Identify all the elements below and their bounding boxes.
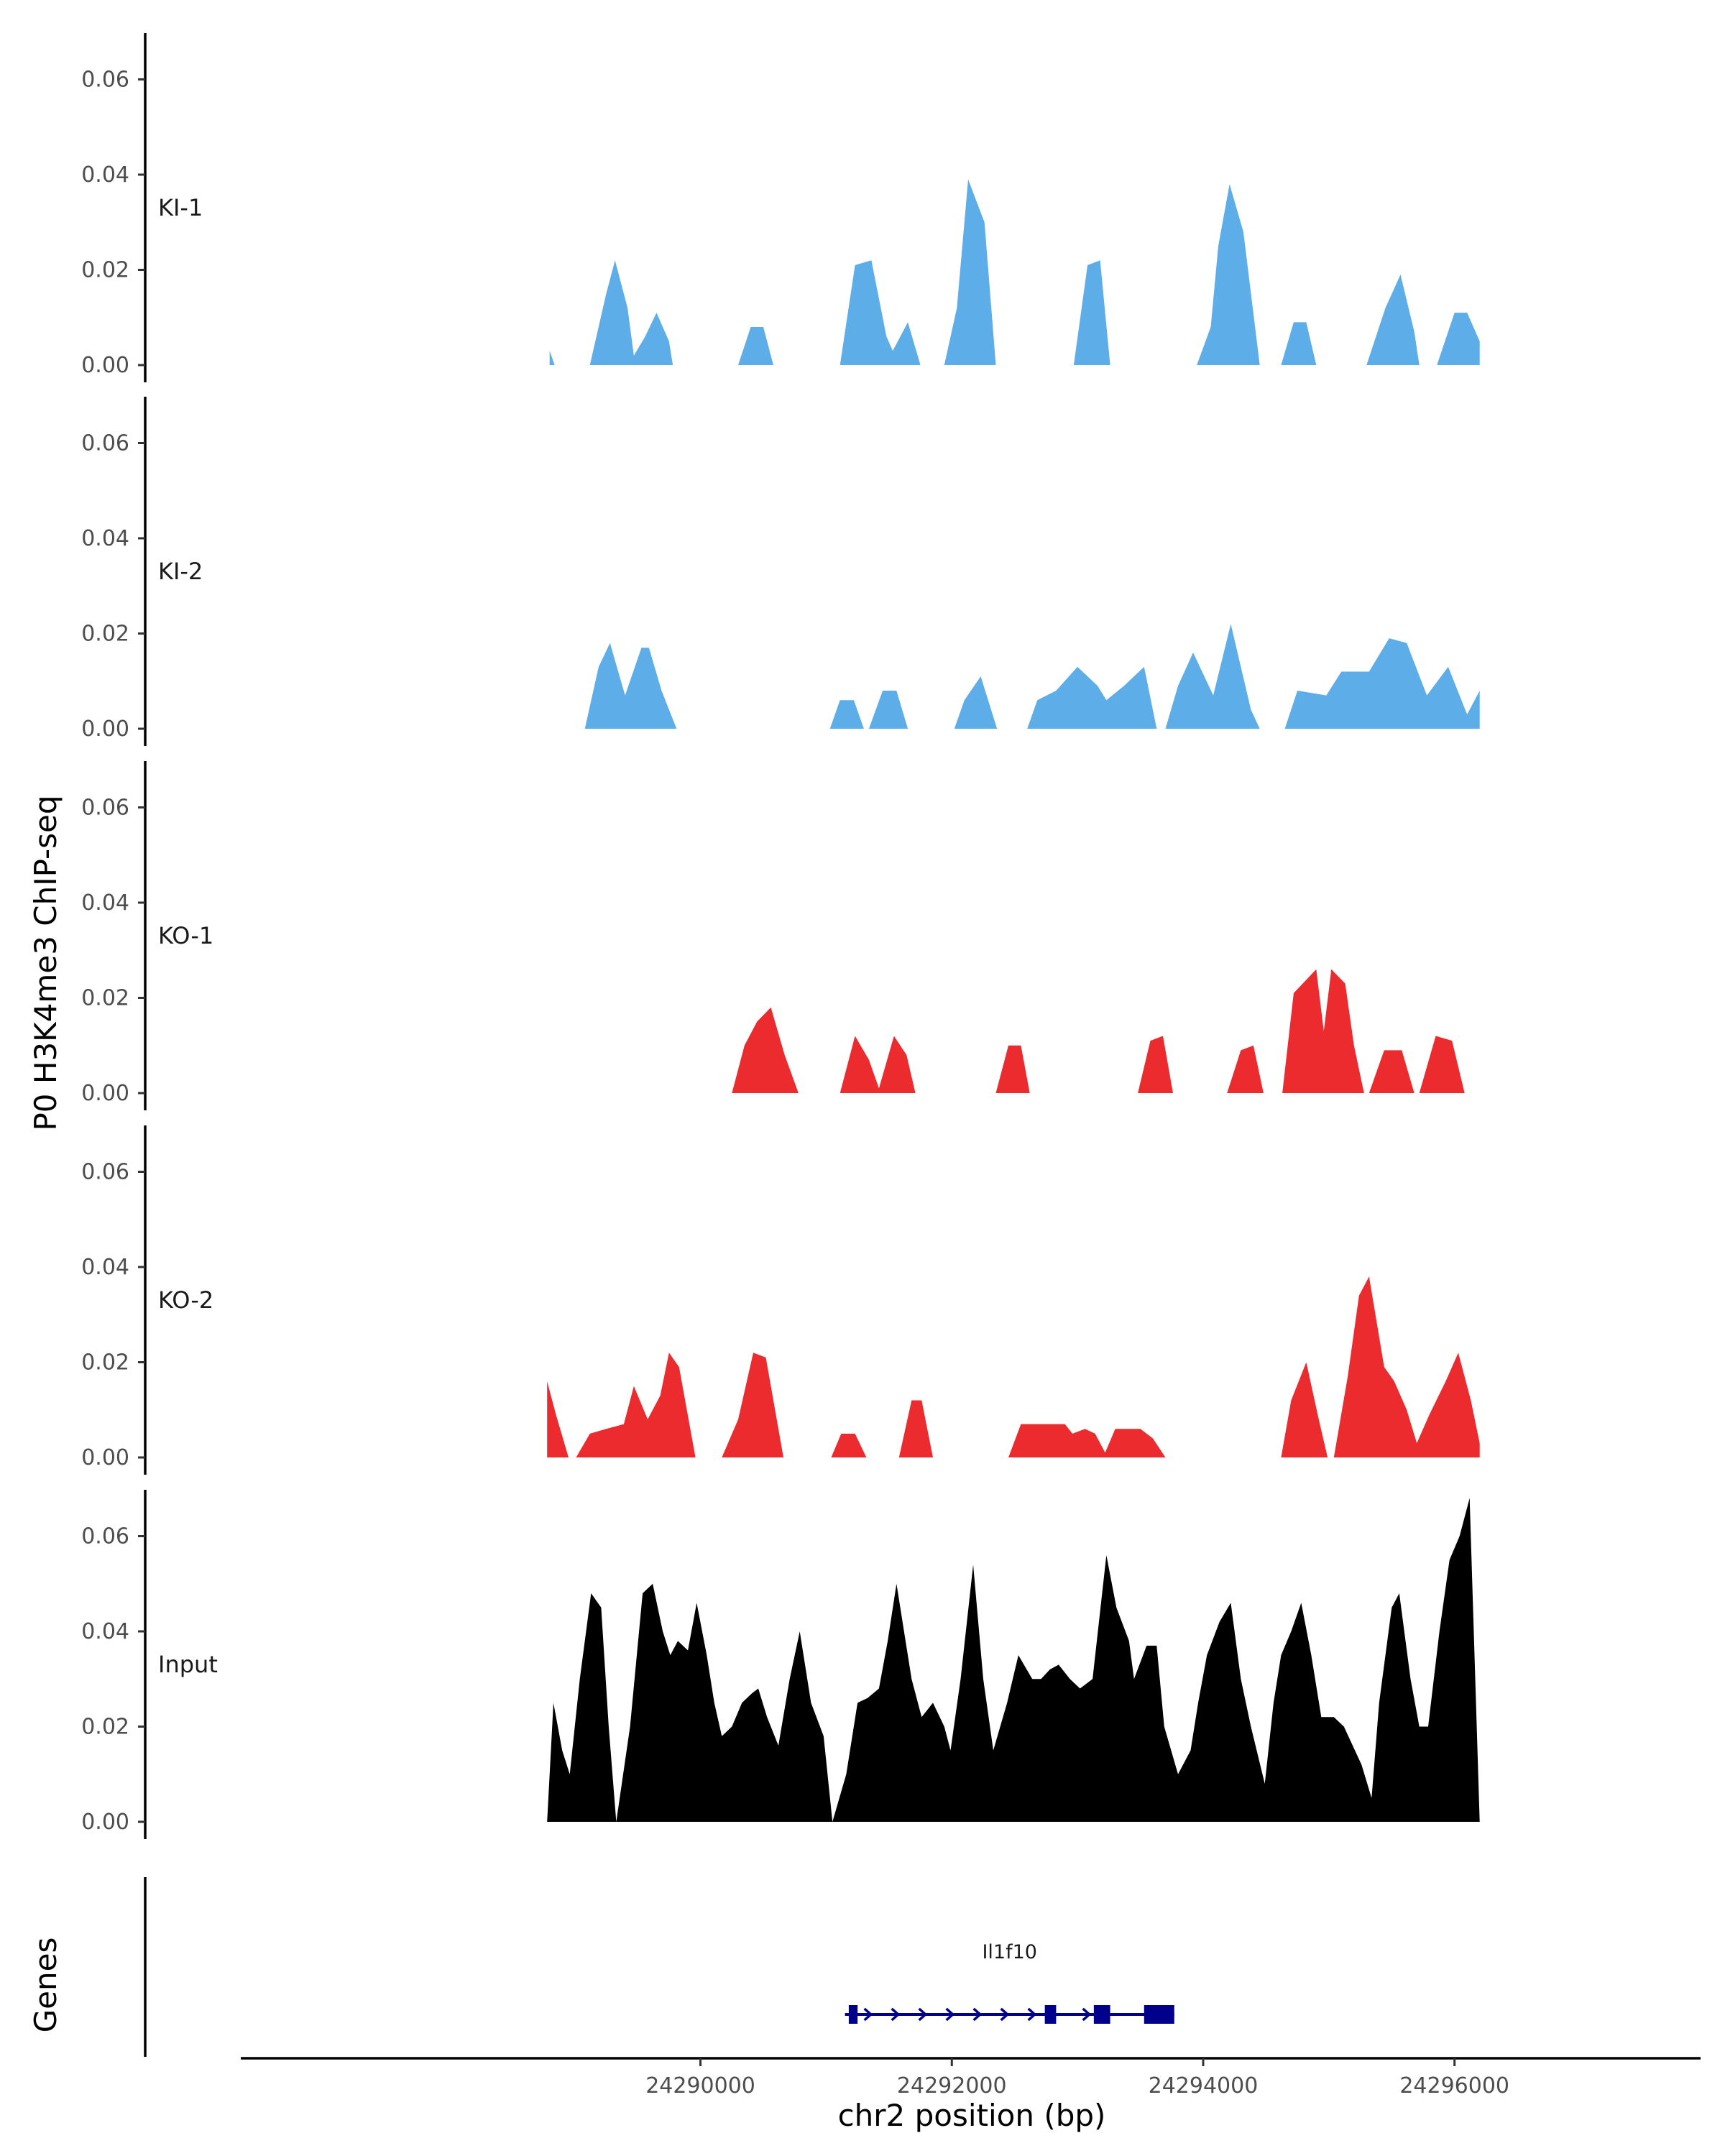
x-tick-label-2: 24294000 (1149, 2073, 1259, 2099)
peak-ki-1-1 (589, 260, 673, 365)
track-ki-2: 0.00 0.02 0.04 0.06 KI-2 (81, 397, 1480, 746)
peak-ki-1-8 (1366, 275, 1420, 365)
track-label-ko-2: KO-2 (158, 1286, 213, 1314)
exon-3 (1144, 2005, 1174, 2024)
track-label-input: Input (158, 1651, 218, 1678)
peak-ko-2-3 (831, 1433, 867, 1457)
x-tick-label-3: 24296000 (1399, 2073, 1509, 2099)
peak-ko-1-5 (1282, 969, 1364, 1093)
peak-ko-2-4 (898, 1400, 933, 1457)
y-tick-label-ki-1-2: 0.04 (81, 162, 129, 188)
peak-ko-1-4 (1227, 1045, 1264, 1093)
strand-arrow-2 (918, 2007, 928, 2022)
peak-ki-1-2 (738, 327, 773, 365)
peak-ki-1-7 (1281, 322, 1317, 365)
track-ko-2: 0.00 0.02 0.04 0.06 KO-2 (81, 1125, 1480, 1475)
peak-ko-2-6 (1281, 1362, 1328, 1457)
peak-ko-2-5 (1008, 1424, 1166, 1457)
track-label-ki-2: KI-2 (158, 558, 203, 585)
y-tick-label-ki-1-0: 0.00 (81, 353, 129, 378)
peak-ko-1-1 (840, 1036, 916, 1093)
track-label-ko-1: KO-1 (158, 922, 213, 949)
strand-arrow-5 (1000, 2007, 1010, 2022)
peak-ki-2-4 (1027, 666, 1157, 729)
exon-2 (1093, 2005, 1110, 2024)
x-axis-title: chr2 position (bp) (838, 2098, 1106, 2133)
track-label-ki-1: KI-1 (158, 194, 203, 221)
y-tick-label-ki-2-2: 0.04 (81, 526, 129, 551)
strand-arrow-1 (891, 2007, 901, 2022)
peak-ko-1-2 (995, 1045, 1030, 1093)
peak-ko-1-7 (1419, 1036, 1465, 1093)
y-axis-title: P0 H3K4me3 ChIP-seq (28, 795, 63, 1130)
peak-ko-1-3 (1138, 1036, 1173, 1093)
y-tick-label-ko-2-0: 0.00 (81, 1445, 129, 1470)
peak-ko-1-6 (1368, 1050, 1414, 1093)
peak-ki-2-1 (829, 700, 864, 729)
coverage-input (547, 1498, 1480, 1822)
tracks-group: 0.00 0.02 0.04 0.06 KI-1 0.00 0.02 0.04 0.06 KI-2… (81, 33, 1480, 1839)
strand-arrow-4 (972, 2007, 983, 2022)
peak-ko-2-7 (1333, 1276, 1480, 1457)
peak-ki-2-6 (1284, 638, 1480, 729)
y-tick-label-input-1: 0.02 (81, 1715, 129, 1740)
y-tick-label-ko-2-2: 0.04 (81, 1255, 129, 1280)
gene-label: Il1f10 (982, 1941, 1037, 1963)
y-tick-label-input-0: 0.00 (81, 1810, 129, 1835)
strand-arrow-0 (863, 2007, 873, 2022)
y-tick-label-ko-1-1: 0.02 (81, 986, 129, 1011)
y-tick-label-input-2: 0.04 (81, 1619, 129, 1644)
peak-ki-1-4 (944, 179, 996, 365)
y-tick-label-ki-2-1: 0.02 (81, 622, 129, 647)
peak-ki-2-3 (954, 676, 998, 729)
track-ko-1: 0.00 0.02 0.04 0.06 KO-1 (81, 761, 1465, 1110)
gene-panel: Il1f10 (144, 1877, 1174, 2057)
x-tick-label-0: 24290000 (645, 2073, 755, 2099)
peak-ko-2-2 (722, 1353, 783, 1457)
x-axis: 24290000 24292000 24294000 24296000 (241, 2057, 1701, 2099)
peak-ki-2-2 (868, 691, 908, 729)
y-tick-label-ko-2-1: 0.02 (81, 1350, 129, 1376)
genes-axis-title: Genes (28, 1938, 63, 2033)
strand-arrow-3 (945, 2007, 955, 2022)
peak-ko-1-0 (732, 1007, 799, 1093)
track-input: 0.00 0.02 0.04 0.06 Input (81, 1490, 1480, 1839)
y-tick-label-ko-2-3: 0.06 (81, 1160, 129, 1185)
x-tick-label-1: 24292000 (897, 2073, 1007, 2099)
y-tick-label-ki-1-1: 0.02 (81, 258, 129, 283)
y-tick-label-ki-1-3: 0.06 (81, 68, 129, 93)
track-ki-1: 0.00 0.02 0.04 0.06 KI-1 (81, 33, 1480, 382)
exon-1 (1044, 2005, 1057, 2024)
y-tick-label-ki-2-3: 0.06 (81, 431, 129, 456)
peak-ki-2-5 (1165, 624, 1260, 729)
strand-arrow-8 (1082, 2007, 1092, 2022)
y-tick-label-ko-1-0: 0.00 (81, 1081, 129, 1106)
y-tick-label-input-3: 0.06 (81, 1524, 129, 1549)
y-tick-label-ki-2-0: 0.00 (81, 717, 129, 742)
peak-ki-2-0 (584, 642, 677, 729)
y-tick-label-ko-1-3: 0.06 (81, 796, 129, 821)
peak-ki-1-5 (1073, 260, 1110, 365)
peak-ki-1-0 (549, 351, 555, 365)
peak-ki-1-9 (1437, 313, 1480, 365)
y-tick-label-ko-1-2: 0.04 (81, 890, 129, 916)
peak-ko-2-0 (547, 1381, 569, 1457)
peak-ki-1-6 (1197, 184, 1260, 365)
peak-ki-1-3 (840, 260, 921, 365)
peak-ko-2-1 (576, 1353, 696, 1457)
strand-arrow-6 (1027, 2007, 1037, 2022)
exon-0 (848, 2005, 858, 2024)
